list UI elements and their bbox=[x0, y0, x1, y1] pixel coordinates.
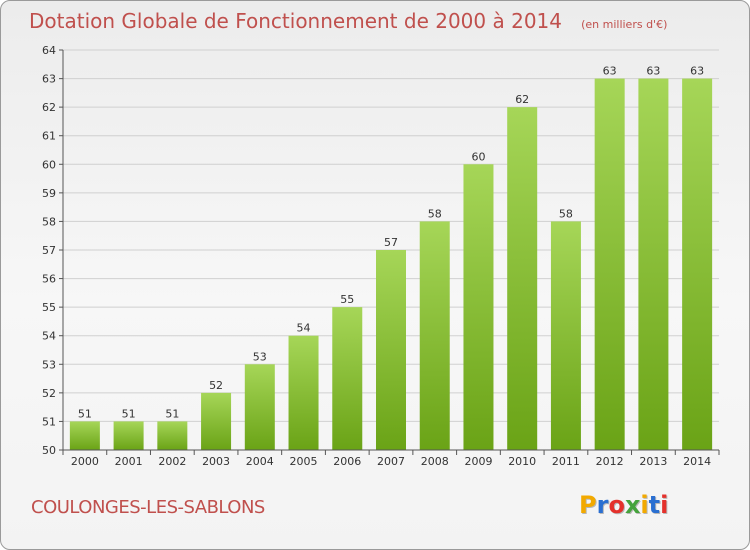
x-tick-label-2002: 2002 bbox=[158, 455, 186, 468]
axes bbox=[62, 50, 719, 451]
commune-name: COULONGES-LES-SABLONS bbox=[31, 497, 265, 518]
y-tick-label: 61 bbox=[42, 130, 56, 143]
proxiti-logo: Proxiti bbox=[579, 491, 668, 519]
bar-2000 bbox=[69, 421, 100, 450]
data-label-2012: 63 bbox=[603, 65, 617, 78]
bar-2013 bbox=[638, 78, 669, 451]
bar-2005 bbox=[288, 335, 319, 450]
data-label-2006: 55 bbox=[340, 293, 354, 306]
y-axis-ticks: 50 51 52 53 54 55 56 57 58 59 60 61 62 63 64 bbox=[42, 44, 63, 457]
x-tick-label-2009: 2009 bbox=[464, 455, 492, 468]
y-tick-label: 62 bbox=[42, 101, 56, 114]
bar-2008 bbox=[419, 221, 450, 450]
data-label-2013: 63 bbox=[646, 65, 660, 78]
x-tick-label-2007: 2007 bbox=[377, 455, 405, 468]
y-tick-label: 51 bbox=[42, 415, 56, 428]
x-tick-label-2014: 2014 bbox=[683, 455, 711, 468]
x-tick-label-2000: 2000 bbox=[71, 455, 99, 468]
title-row: Dotation Globale de Fonctionnement de 20… bbox=[29, 9, 667, 33]
y-tick-label: 59 bbox=[42, 187, 56, 200]
bar-2001 bbox=[113, 421, 144, 450]
data-label-2008: 58 bbox=[428, 207, 442, 220]
data-label-2010: 62 bbox=[515, 93, 529, 106]
bars bbox=[69, 78, 713, 451]
x-axis-ticks: 2000 2001 2002 2003 2004 2005 2006 2007 2008 2009… bbox=[62, 450, 720, 468]
y-tick-label: 54 bbox=[42, 330, 56, 343]
logo-letter: t bbox=[648, 491, 661, 519]
data-label-2009: 60 bbox=[471, 150, 485, 163]
y-tick-label: 55 bbox=[42, 301, 56, 314]
x-tick-label-2004: 2004 bbox=[246, 455, 274, 468]
logo-letter: x bbox=[624, 491, 641, 519]
bar-2011 bbox=[550, 221, 581, 450]
x-tick-label-2011: 2011 bbox=[552, 455, 580, 468]
bar-2007 bbox=[376, 250, 406, 450]
bar-2014 bbox=[682, 78, 713, 451]
y-tick-label: 58 bbox=[42, 215, 56, 228]
y-tick-label: 50 bbox=[42, 444, 56, 457]
bar-2003 bbox=[201, 392, 232, 450]
data-label-2014: 63 bbox=[690, 65, 704, 78]
logo-letter: r bbox=[596, 491, 609, 519]
x-tick-label-2005: 2005 bbox=[290, 455, 318, 468]
data-label-2007: 57 bbox=[384, 236, 398, 249]
bar-2010 bbox=[507, 107, 538, 451]
bar-2004 bbox=[244, 364, 275, 450]
data-label-2002: 51 bbox=[165, 407, 179, 420]
x-tick-label-2010: 2010 bbox=[508, 455, 536, 468]
x-tick-label-2003: 2003 bbox=[202, 455, 230, 468]
chart-subtitle: (en milliers d'€) bbox=[581, 18, 668, 31]
bar-2002 bbox=[157, 421, 188, 450]
y-tick-label: 64 bbox=[42, 44, 56, 57]
data-label-2001: 51 bbox=[122, 407, 136, 420]
x-tick-label-2008: 2008 bbox=[421, 455, 449, 468]
data-label-2000: 51 bbox=[78, 407, 92, 420]
bar-2006 bbox=[332, 307, 363, 450]
data-label-2003: 52 bbox=[209, 379, 223, 392]
x-tick-label-2013: 2013 bbox=[639, 455, 667, 468]
x-tick-label-2006: 2006 bbox=[333, 455, 361, 468]
y-tick-label: 52 bbox=[42, 387, 56, 400]
x-tick-label-2001: 2001 bbox=[115, 455, 143, 468]
y-tick-label: 56 bbox=[42, 273, 56, 286]
y-tick-label: 63 bbox=[42, 73, 56, 86]
logo-letter: o bbox=[608, 491, 625, 519]
x-tick-label-2012: 2012 bbox=[596, 455, 624, 468]
data-labels: 51 51 51 52 53 54 55 57 58 60 62 58 63 63 63 bbox=[78, 65, 704, 421]
logo-letter: i bbox=[660, 491, 669, 519]
bar-2012 bbox=[594, 78, 625, 451]
data-label-2004: 53 bbox=[253, 350, 267, 363]
data-label-2011: 58 bbox=[559, 207, 573, 220]
chart-title: Dotation Globale de Fonctionnement de 20… bbox=[29, 9, 562, 33]
y-tick-label: 60 bbox=[42, 158, 56, 171]
logo-letter: P bbox=[579, 491, 597, 519]
logo-letter: i bbox=[640, 491, 649, 519]
data-label-2005: 54 bbox=[297, 322, 311, 335]
bar-2009 bbox=[463, 164, 494, 451]
y-tick-label: 53 bbox=[42, 358, 56, 371]
y-tick-label: 57 bbox=[42, 244, 56, 257]
